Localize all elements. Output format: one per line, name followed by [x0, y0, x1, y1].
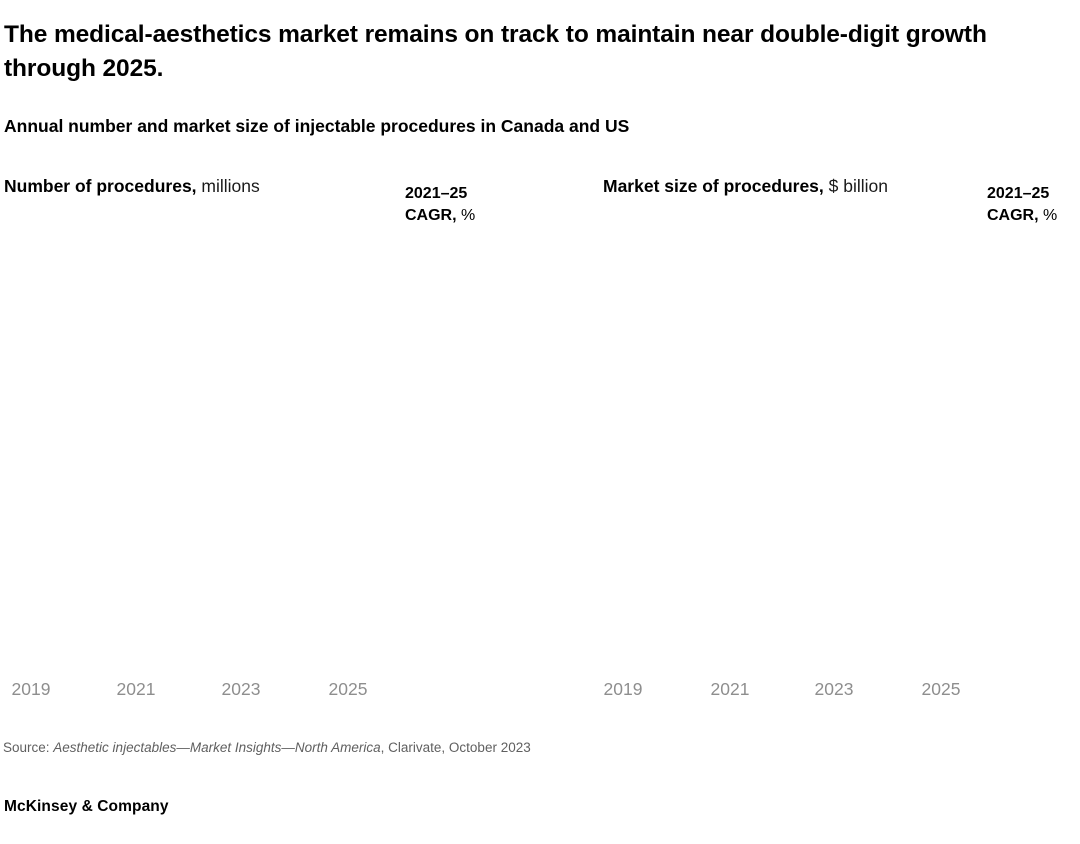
right-axis-year-2023: 2023 [814, 679, 854, 699]
left-axis-year-2019: 2019 [11, 679, 51, 699]
left-panel-title: Number of procedures, millions [4, 176, 260, 197]
right-axis-year-2021: 2021 [710, 679, 750, 699]
source-citation: Aesthetic injectables—Market Insights—No… [53, 740, 381, 755]
left-panel-title-unit: millions [201, 176, 260, 196]
right-cagr-label-bold: CAGR, [987, 206, 1039, 224]
right-cagr-header: 2021–25 CAGR, % [987, 183, 1057, 226]
source-prefix: Source: [3, 740, 54, 755]
right-chart-plot-area [603, 230, 999, 670]
exhibit-subtitle: Annual number and market size of injecta… [4, 116, 630, 136]
right-cagr-years: 2021–25 [987, 185, 1050, 202]
source-line: Source: Aesthetic injectables—Market Ins… [3, 740, 531, 755]
left-cagr-years: 2021–25 [405, 185, 468, 202]
right-axis-year-2019: 2019 [603, 679, 643, 699]
right-cagr-label-unit: % [1043, 206, 1058, 224]
right-panel-title-bold: Market size of procedures, [603, 176, 824, 196]
right-panel-title-unit: $ billion [828, 176, 889, 196]
right-cagr-label: CAGR, % [987, 205, 1057, 227]
left-chart-plot-area [4, 230, 400, 670]
left-cagr-label-bold: CAGR, [405, 206, 457, 224]
left-panel-title-bold: Number of procedures, [4, 176, 197, 196]
left-cagr-header: 2021–25 CAGR, % [405, 183, 475, 226]
left-cagr-label-unit: % [461, 206, 476, 224]
right-panel-title: Market size of procedures, $ billion [603, 176, 888, 197]
left-axis-year-2023: 2023 [221, 679, 261, 699]
left-cagr-label: CAGR, % [405, 205, 475, 227]
mckinsey-wordmark: McKinsey & Company [4, 798, 169, 815]
page-title: The medical-aesthetics market remains on… [4, 21, 987, 83]
left-axis-year-2025: 2025 [328, 679, 368, 699]
right-axis-year-2025: 2025 [921, 679, 961, 699]
left-axis-year-2021: 2021 [116, 679, 156, 699]
source-suffix: , Clarivate, October 2023 [380, 740, 531, 755]
